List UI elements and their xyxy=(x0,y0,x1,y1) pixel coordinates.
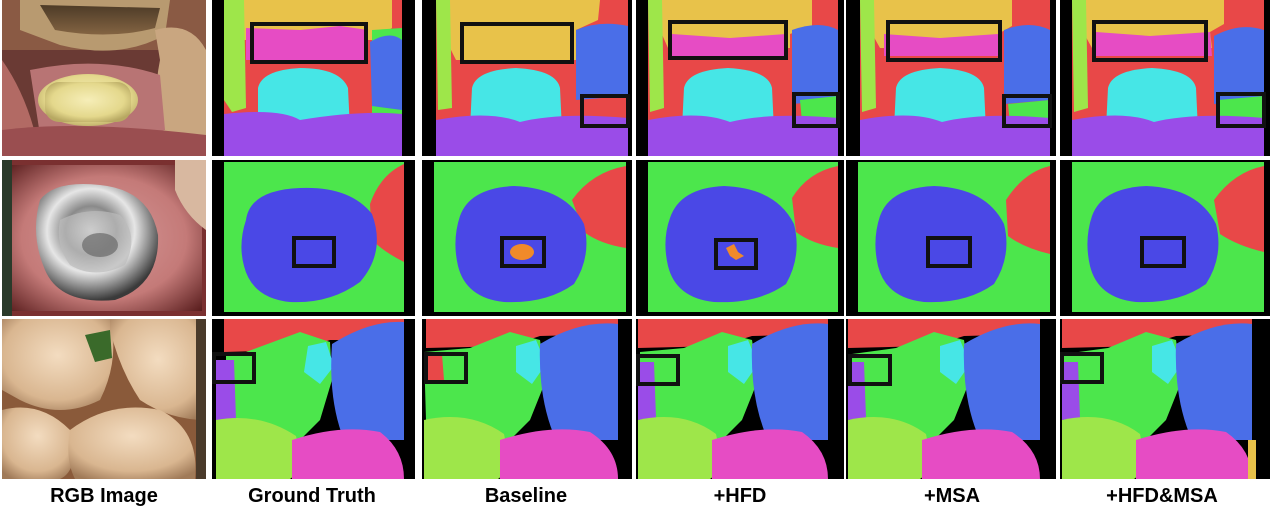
column-label-msa: +MSA xyxy=(924,485,980,507)
segmentation-map-baseline-row-3 xyxy=(422,319,632,479)
segmentation-map-baseline-row-1 xyxy=(422,0,632,156)
rgb-image-row-1 xyxy=(2,0,206,156)
column-label-hfd-msa: +HFD&MSA xyxy=(1106,485,1218,507)
column-label-baseline: Baseline xyxy=(485,485,567,507)
segmentation-map-hfd-msa-row-3 xyxy=(1060,319,1270,479)
rgb-image-row-2 xyxy=(2,160,206,316)
segmentation-map-msa-row-1 xyxy=(846,0,1056,156)
rgb-image-row-3 xyxy=(2,319,206,479)
segmentation-map-hfd-msa-row-2 xyxy=(1060,160,1270,316)
segmentation-map-hfd-row-3 xyxy=(636,319,844,479)
segmentation-map-ground-truth-row-3 xyxy=(212,319,415,479)
segmentation-map-baseline-row-2 xyxy=(422,160,632,316)
segmentation-map-ground-truth-row-2 xyxy=(212,160,415,316)
column-label-rgb-image: RGB Image xyxy=(50,485,158,507)
segmentation-map-msa-row-3 xyxy=(846,319,1056,479)
segmentation-map-ground-truth-row-1 xyxy=(212,0,415,156)
rgb-image-column xyxy=(2,0,206,479)
segmentation-map-hfd-row-1 xyxy=(636,0,844,156)
column-label-hfd: +HFD xyxy=(714,485,767,507)
column-label-ground-truth: Ground Truth xyxy=(248,485,376,507)
column-labels: RGB Image Ground Truth Baseline +HFD +MS… xyxy=(50,485,1218,507)
segmentation-map-hfd-row-2 xyxy=(636,160,844,316)
segmentation-map-msa-row-2 xyxy=(846,160,1056,316)
segmentation-map-hfd-msa-row-1 xyxy=(1060,0,1270,156)
